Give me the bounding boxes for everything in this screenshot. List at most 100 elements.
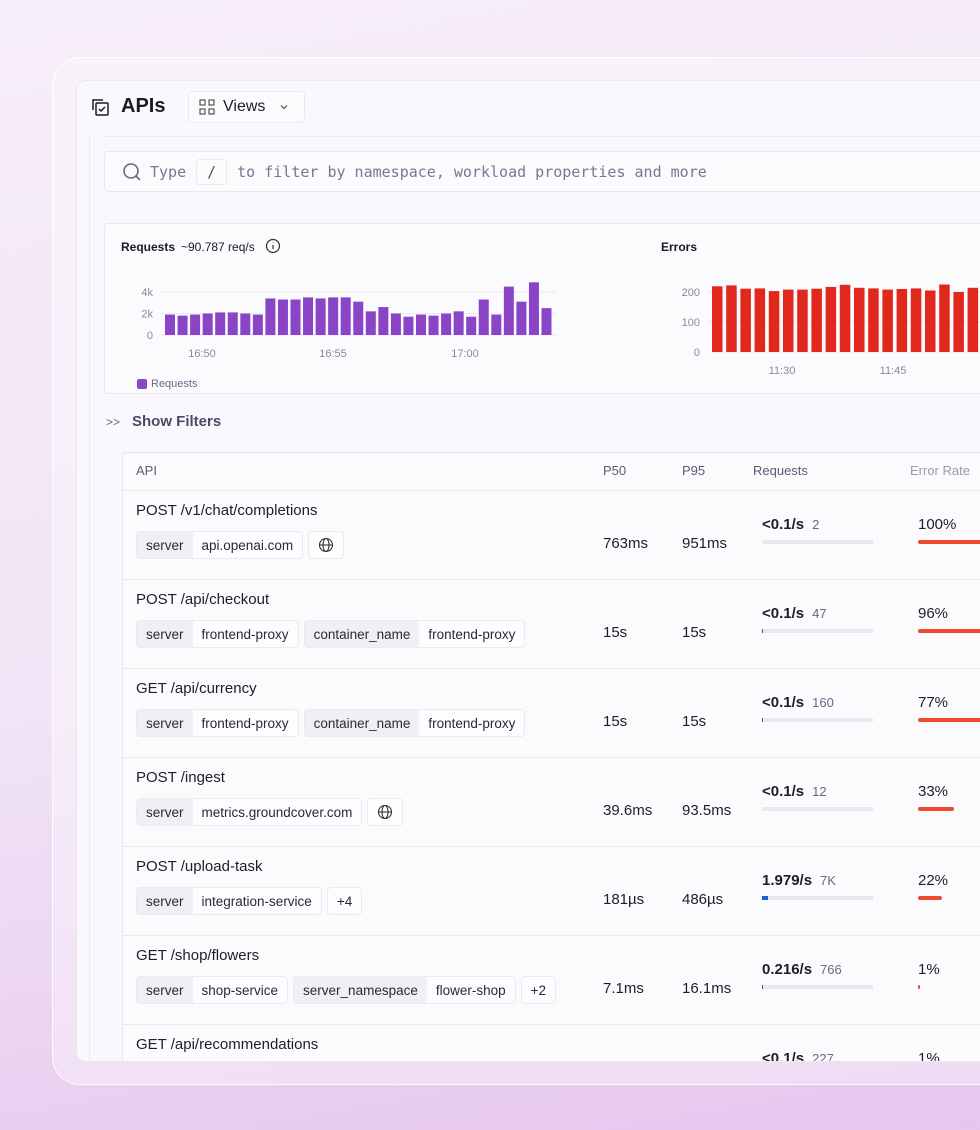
requests-bar[interactable]	[252, 314, 263, 335]
more-tags-button[interactable]: +2	[520, 976, 557, 1004]
errors-bar[interactable]	[896, 289, 908, 352]
label-tag[interactable]: server integration-service	[136, 887, 322, 915]
errors-bar[interactable]	[967, 287, 979, 352]
errors-bar[interactable]	[839, 284, 851, 352]
more-tags-count: +2	[530, 982, 547, 998]
views-dropdown[interactable]: Views	[188, 91, 305, 123]
errors-bar[interactable]	[797, 289, 808, 352]
requests-bar[interactable]	[265, 298, 276, 335]
p95-value: 15s	[682, 624, 707, 641]
label-tag[interactable]: container_name frontend-proxy	[303, 709, 526, 737]
api-name[interactable]: POST /ingest	[136, 769, 225, 786]
external-link-button[interactable]	[367, 798, 404, 826]
request-rate: <0.1/s 12	[762, 783, 827, 800]
requests-bar[interactable]	[365, 311, 376, 335]
errors-bar[interactable]	[882, 289, 893, 352]
errors-bar[interactable]	[783, 289, 794, 352]
column-header-p95[interactable]: P95	[682, 463, 706, 478]
table-row[interactable]: POST /api/checkout server frontend-proxy c…	[123, 579, 980, 668]
label-tag[interactable]: server metrics.groundcover.com	[136, 798, 363, 826]
requests-bar[interactable]	[353, 301, 364, 335]
requests-bar[interactable]	[340, 297, 351, 335]
table-row[interactable]: GET /api/recommendations 14.3ms 28.7ms <…	[123, 1024, 980, 1061]
requests-bar[interactable]	[516, 301, 527, 335]
requests-bar[interactable]	[277, 299, 288, 335]
table-row[interactable]: POST /upload-task server integration-serv…	[123, 846, 980, 935]
external-link-button[interactable]	[308, 531, 345, 559]
table-row[interactable]: GET /api/currency server frontend-proxy co…	[123, 668, 980, 757]
column-header-requests[interactable]: Requests	[753, 463, 808, 478]
requests-bar[interactable]	[165, 314, 175, 335]
tag-value: api.openai.com	[201, 537, 294, 553]
requests-bar[interactable]	[403, 316, 414, 335]
column-header-p50[interactable]: P50	[603, 463, 627, 478]
api-name[interactable]: POST /upload-task	[136, 858, 263, 875]
api-name[interactable]: POST /api/checkout	[136, 591, 270, 608]
api-name[interactable]: GET /api/currency	[136, 680, 257, 697]
legend-label: Requests	[151, 378, 198, 390]
label-tag[interactable]: server frontend-proxy	[136, 709, 299, 737]
label-tag[interactable]: container_name frontend-proxy	[303, 620, 526, 648]
more-tags-button[interactable]: +4	[326, 887, 363, 915]
tag-list: server frontend-proxy container_name fronte…	[136, 620, 526, 648]
y-tick-label: 2k	[141, 309, 153, 321]
requests-bar[interactable]	[428, 315, 439, 335]
api-name[interactable]: POST /v1/chat/completions	[136, 502, 318, 519]
p95-value: 951ms	[682, 535, 728, 552]
requests-bar[interactable]	[215, 312, 226, 335]
table-row[interactable]: POST /ingest server metrics.groundcover.c…	[123, 757, 980, 846]
errors-bar[interactable]	[854, 287, 865, 352]
requests-bar[interactable]	[328, 297, 339, 335]
apis-icon	[92, 99, 109, 116]
requests-bar[interactable]	[466, 316, 477, 335]
requests-bar[interactable]	[190, 314, 201, 335]
y-tick-label: 100	[682, 317, 700, 329]
errors-bar[interactable]	[910, 288, 922, 352]
show-filters-toggle[interactable]: >> Show Filters	[106, 413, 221, 430]
errors-bar[interactable]	[712, 286, 723, 352]
requests-bar[interactable]	[453, 311, 464, 335]
api-name[interactable]: GET /api/recommendations	[136, 1036, 319, 1053]
label-tag[interactable]: server api.openai.com	[136, 531, 304, 559]
requests-bar[interactable]	[541, 308, 552, 335]
requests-bar[interactable]	[503, 286, 514, 335]
y-tick-label: 200	[682, 287, 700, 299]
errors-bar[interactable]	[925, 290, 936, 353]
api-name[interactable]: GET /shop/flowers	[136, 947, 260, 964]
requests-bar[interactable]	[303, 297, 314, 335]
requests-bar[interactable]	[290, 299, 301, 335]
errors-bar[interactable]	[811, 288, 822, 352]
requests-bar[interactable]	[528, 282, 539, 335]
errors-bar[interactable]	[726, 285, 737, 352]
column-header-api[interactable]: API	[136, 463, 157, 478]
requests-bar[interactable]	[491, 314, 502, 335]
table-row[interactable]: POST /v1/chat/completions server api.open…	[123, 490, 980, 579]
requests-bar[interactable]	[390, 313, 401, 336]
errors-bar[interactable]	[754, 288, 766, 352]
requests-bar[interactable]	[441, 313, 452, 336]
label-tag[interactable]: server_namespace flower-shop	[293, 976, 516, 1004]
table-row[interactable]: GET /shop/flowers server shop-service serv…	[123, 935, 980, 1024]
requests-bar[interactable]	[202, 313, 213, 336]
requests-bar[interactable]	[240, 313, 251, 336]
errors-bar[interactable]	[953, 292, 964, 352]
errors-bar[interactable]	[939, 284, 950, 353]
errors-bar[interactable]	[825, 286, 837, 352]
errors-bar[interactable]	[740, 288, 751, 352]
p50-value: 7.1ms	[603, 980, 644, 997]
info-icon[interactable]	[265, 238, 281, 254]
requests-bar[interactable]	[315, 298, 326, 335]
requests-bar[interactable]	[478, 299, 489, 335]
requests-bar[interactable]	[227, 312, 238, 335]
column-header-error-rate[interactable]: Error Rate	[910, 463, 970, 478]
errors-bar[interactable]	[868, 288, 879, 352]
errors-bar[interactable]	[768, 291, 780, 352]
label-tag[interactable]: server frontend-proxy	[136, 620, 299, 648]
request-rate-value: <0.1/s	[762, 605, 805, 622]
search-input[interactable]: Type / to filter by namespace, workload …	[104, 151, 980, 192]
tag-key: server	[137, 532, 193, 558]
requests-bar[interactable]	[416, 314, 426, 335]
requests-bar[interactable]	[177, 315, 188, 335]
label-tag[interactable]: server shop-service	[136, 976, 289, 1004]
requests-bar[interactable]	[378, 307, 389, 335]
